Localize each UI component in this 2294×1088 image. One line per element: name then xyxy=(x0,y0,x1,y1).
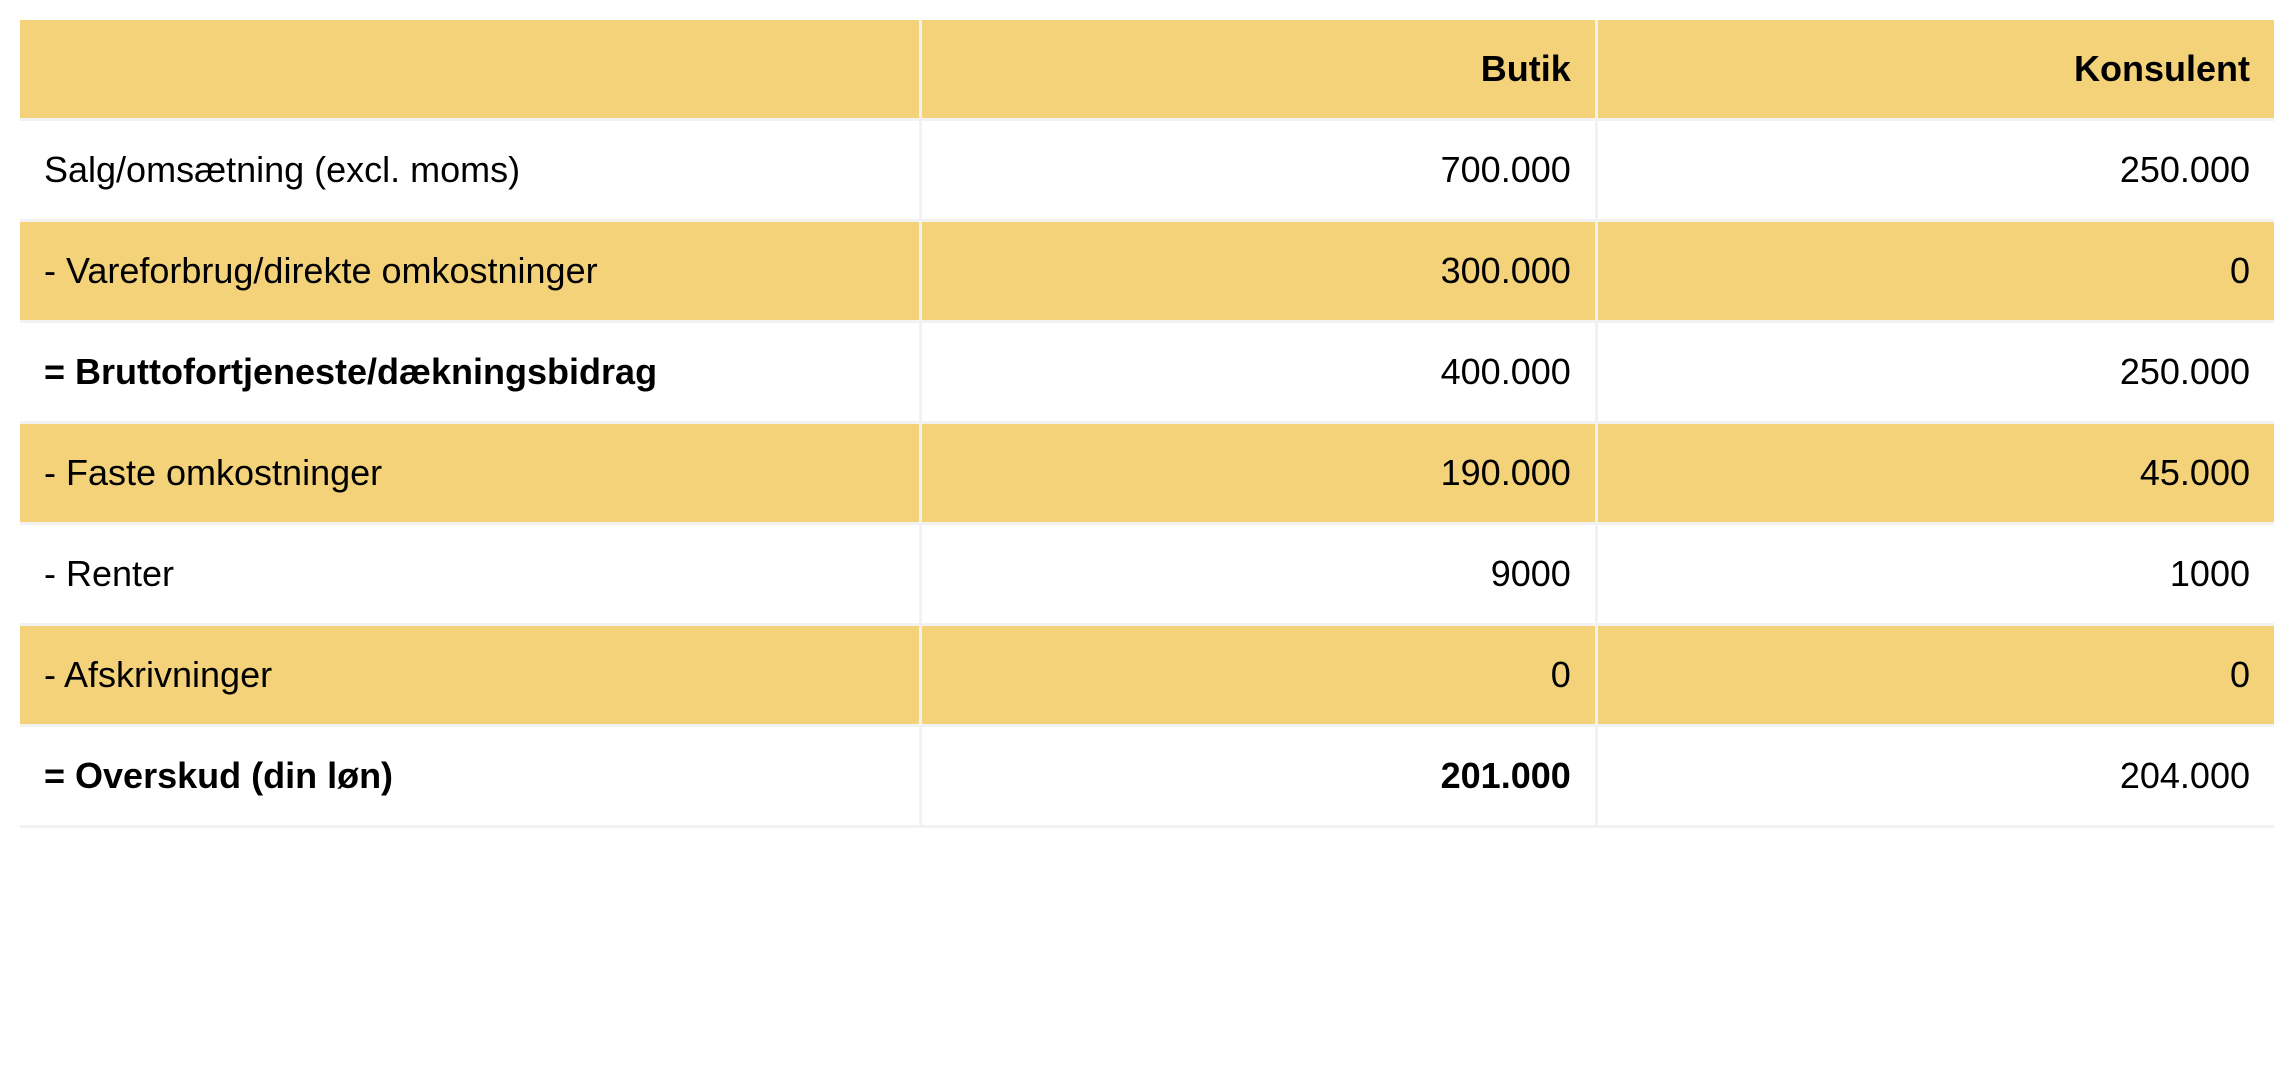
row-label: = Bruttofortjeneste/dækningsbidrag xyxy=(20,323,922,424)
table-row: - Faste omkostninger190.00045.000 xyxy=(20,424,2274,525)
table-row: = Bruttofortjeneste/dækningsbidrag400.00… xyxy=(20,323,2274,424)
row-konsulent: 1000 xyxy=(1598,525,2274,626)
row-butik: 190.000 xyxy=(922,424,1598,525)
table-header-row: Butik Konsulent xyxy=(20,20,2274,121)
row-konsulent: 250.000 xyxy=(1598,121,2274,222)
table-row: - Vareforbrug/direkte omkostninger300.00… xyxy=(20,222,2274,323)
row-butik: 9000 xyxy=(922,525,1598,626)
table-body: Salg/omsætning (excl. moms)700.000250.00… xyxy=(20,121,2274,828)
row-label: = Overskud (din løn) xyxy=(20,727,922,828)
row-butik: 700.000 xyxy=(922,121,1598,222)
budget-table: Butik Konsulent Salg/omsætning (excl. mo… xyxy=(20,20,2274,828)
table-row: = Overskud (din løn)201.000204.000 xyxy=(20,727,2274,828)
row-konsulent: 45.000 xyxy=(1598,424,2274,525)
header-butik: Butik xyxy=(922,20,1598,121)
row-label: - Faste omkostninger xyxy=(20,424,922,525)
row-butik: 0 xyxy=(922,626,1598,727)
row-label: - Renter xyxy=(20,525,922,626)
row-butik: 400.000 xyxy=(922,323,1598,424)
row-label: - Vareforbrug/direkte omkostninger xyxy=(20,222,922,323)
row-konsulent: 0 xyxy=(1598,626,2274,727)
row-butik: 201.000 xyxy=(922,727,1598,828)
table-row: - Afskrivninger00 xyxy=(20,626,2274,727)
row-label: Salg/omsætning (excl. moms) xyxy=(20,121,922,222)
row-label: - Afskrivninger xyxy=(20,626,922,727)
row-konsulent: 0 xyxy=(1598,222,2274,323)
row-butik: 300.000 xyxy=(922,222,1598,323)
header-konsulent: Konsulent xyxy=(1598,20,2274,121)
row-konsulent: 204.000 xyxy=(1598,727,2274,828)
table-row: - Renter90001000 xyxy=(20,525,2274,626)
header-empty xyxy=(20,20,922,121)
table-row: Salg/omsætning (excl. moms)700.000250.00… xyxy=(20,121,2274,222)
row-konsulent: 250.000 xyxy=(1598,323,2274,424)
